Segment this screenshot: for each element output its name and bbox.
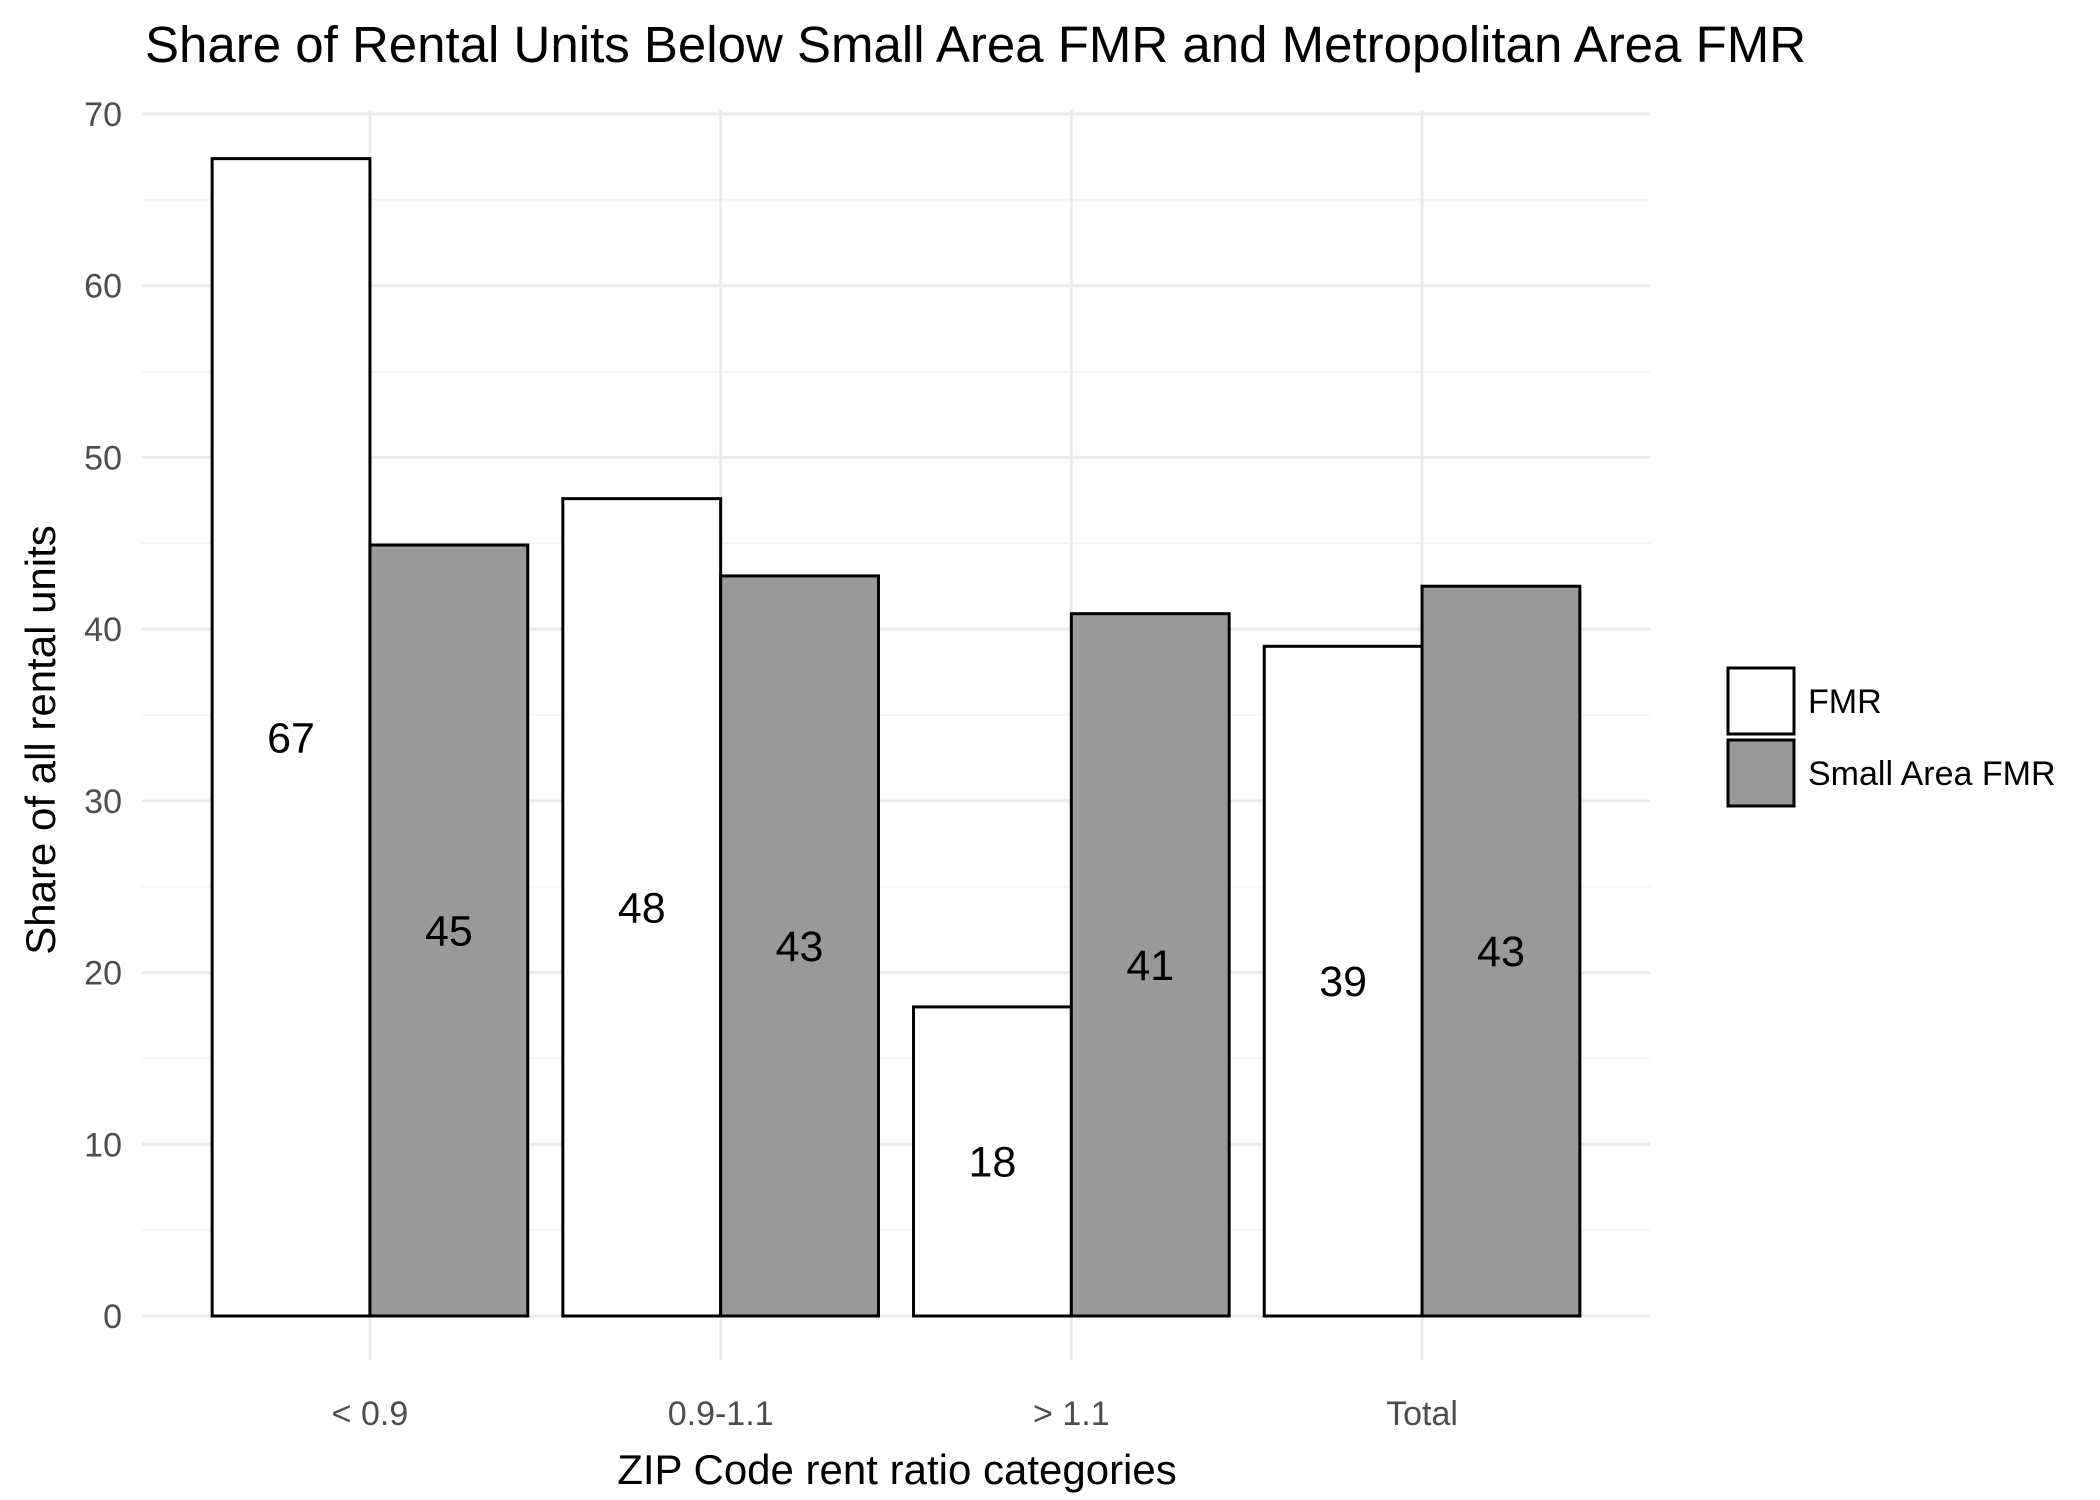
chart-title: Share of Rental Units Below Small Area F… xyxy=(145,16,1806,73)
x-tick-label: Total xyxy=(1386,1395,1458,1433)
y-tick-label: 0 xyxy=(103,1298,122,1336)
bar-fmr-1 xyxy=(210,157,372,1318)
y-tick-label: 70 xyxy=(84,96,122,134)
legend-label: Small Area FMR xyxy=(1808,755,2056,793)
x-tick-label: < 0.9 xyxy=(332,1395,409,1433)
legend: FMR Small Area FMR xyxy=(1726,666,2056,808)
bar-value-label: 43 xyxy=(776,923,824,971)
y-tick-label: 10 xyxy=(84,1126,122,1164)
y-axis-title: Share of all rental units xyxy=(17,525,64,955)
bar-labels: 67 48 18 39 45 43 41 43 xyxy=(267,714,1525,1186)
bar-small-area-fmr-4 xyxy=(1420,584,1582,1318)
x-axis-ticks: < 0.9 0.9-1.1 > 1.1 Total xyxy=(332,1395,1458,1433)
bar-fmr-2 xyxy=(561,497,723,1318)
y-tick-label: 20 xyxy=(84,955,122,993)
bar-value-label: 45 xyxy=(425,908,473,956)
bars xyxy=(210,157,1582,1318)
bar-value-label: 48 xyxy=(618,884,666,932)
y-tick-label: 50 xyxy=(84,439,122,477)
legend-label: FMR xyxy=(1808,683,1882,721)
bar-value-label: 67 xyxy=(267,714,315,762)
x-tick-label: > 1.1 xyxy=(1033,1395,1110,1433)
legend-key-small-area-fmr xyxy=(1726,738,1796,808)
bar-value-label: 18 xyxy=(969,1138,1017,1186)
y-tick-label: 30 xyxy=(84,783,122,821)
y-axis-ticks: 0 10 20 30 40 50 60 70 xyxy=(84,96,122,1336)
bar-small-area-fmr-1 xyxy=(368,543,530,1318)
x-tick-label: 0.9-1.1 xyxy=(668,1395,774,1433)
bar-value-label: 41 xyxy=(1126,942,1174,990)
bar-fmr-4 xyxy=(1262,644,1424,1318)
x-axis-title: ZIP Code rent ratio categories xyxy=(617,1446,1177,1493)
y-tick-label: 60 xyxy=(84,268,122,306)
bar-value-label: 39 xyxy=(1319,958,1367,1006)
bar-small-area-fmr-2 xyxy=(719,574,880,1318)
bar-small-area-fmr-3 xyxy=(1069,612,1231,1318)
y-tick-label: 40 xyxy=(84,611,122,649)
legend-key-fmr xyxy=(1726,666,1796,736)
bar-fmr-3 xyxy=(912,1005,1073,1318)
bar-value-label: 43 xyxy=(1477,928,1525,976)
